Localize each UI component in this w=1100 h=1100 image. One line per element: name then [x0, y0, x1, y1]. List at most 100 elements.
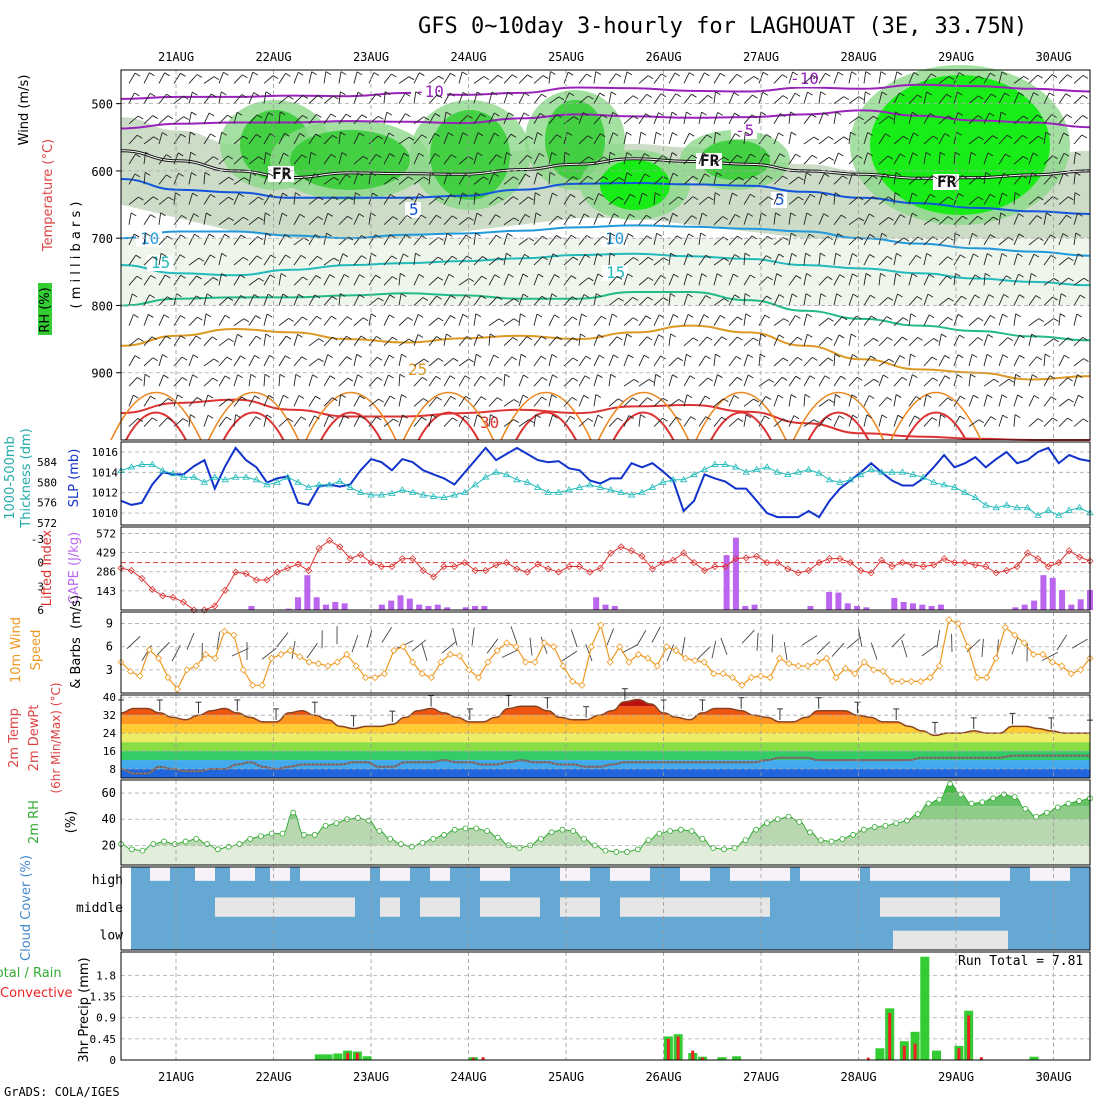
wind-barb-flag [733, 273, 739, 278]
rh-marker [301, 832, 307, 838]
cape-bar [425, 605, 432, 610]
wind-speed-marker [399, 643, 407, 651]
wind-barb [443, 357, 454, 367]
wind-barb-flag [182, 377, 188, 381]
wind-barb-flag [647, 277, 654, 281]
wind-barb-flag [570, 275, 577, 280]
rh-marker [548, 829, 555, 836]
wind-barb [1073, 418, 1084, 427]
wind-barb [383, 112, 388, 124]
wind-barb-flag [498, 257, 504, 261]
lifted-index-marker [638, 552, 646, 560]
rh-marker [365, 817, 372, 824]
wind-barb-flag [795, 153, 801, 158]
wind-barb [803, 419, 815, 427]
wind-barb-flag [177, 394, 183, 399]
wind-speed-marker [870, 666, 878, 674]
wind-barb-flag [422, 297, 429, 301]
wind-barb-flag [881, 232, 887, 237]
wind-barb-flag [851, 394, 858, 399]
wind-barb [623, 194, 631, 205]
wind-barb [908, 354, 912, 367]
warm-surface-contour-outer [110, 391, 202, 441]
wind-barb-flag [721, 336, 728, 341]
wind-barb-flag [498, 318, 505, 323]
rh-marker [473, 825, 480, 832]
wind-barb-flag [672, 132, 678, 136]
wind-barb [233, 234, 242, 246]
wind-barb [698, 72, 705, 84]
wind-barb [968, 176, 979, 185]
wind-barb-flag [389, 395, 396, 400]
wind-barb [788, 253, 793, 266]
wind-barb [308, 234, 316, 246]
wind-barb-flag [1082, 94, 1088, 99]
lifted-index-marker [450, 562, 458, 571]
wind-barb [503, 74, 513, 84]
thickness-marker [179, 473, 188, 480]
wind-barb [953, 72, 960, 84]
wind-barb [608, 152, 611, 165]
wind-barb-flag [895, 111, 901, 116]
wind-barb [908, 374, 913, 387]
wind-barb-flag [928, 274, 935, 278]
wind-barb [368, 274, 376, 286]
wind-barb-flag [782, 357, 789, 362]
wind-barb-flag [340, 394, 346, 398]
wind-barb-flag [513, 217, 520, 222]
wind-barb [878, 273, 881, 286]
wind-barb [548, 293, 553, 306]
wind-barb [803, 75, 814, 84]
wind-barb [578, 418, 589, 427]
wind-barb-flag [840, 214, 847, 219]
wind-barb-flag [609, 232, 616, 237]
lifted-index-marker [680, 549, 688, 557]
cape-bar [863, 607, 870, 610]
wind-barb-flag [238, 193, 245, 197]
wind-barb-flag [689, 132, 695, 137]
rh-marker [1033, 813, 1040, 820]
wind-barb-flag [896, 71, 903, 76]
wind-barb-flag [1066, 74, 1073, 79]
wind-barb-flag [838, 334, 845, 339]
wind-barb-flag [880, 272, 886, 277]
wind-speed-marker [202, 650, 210, 658]
wind-barb [788, 275, 797, 286]
wind-speed-marker [813, 658, 821, 666]
wind-barb [608, 417, 618, 427]
wind-barb [263, 172, 269, 185]
cape-bar [416, 604, 423, 610]
wind-barb [848, 414, 854, 427]
wind-barb-flag [268, 172, 274, 177]
wind-barb-flag [196, 295, 202, 300]
wind-barb [908, 313, 912, 326]
wind-barb-flag [734, 254, 740, 258]
wind-barb-flag [686, 353, 692, 358]
wind-barb [338, 253, 344, 266]
wind-barb-flag [932, 175, 938, 180]
wind-barb-flag [149, 294, 155, 299]
wind-speed-marker [719, 670, 727, 678]
wind-barb [158, 72, 165, 84]
wind-barb-flag [843, 96, 850, 101]
wind-barb [458, 255, 468, 266]
wind-barb-flag [133, 394, 139, 399]
wind-barb [1013, 233, 1020, 246]
contour-label: FR [272, 164, 292, 183]
wind-barb-flag [227, 297, 234, 301]
wind-barb [653, 233, 658, 246]
wind-barb [323, 257, 334, 266]
wind-barb-flag [316, 315, 322, 320]
cape-bar [1040, 575, 1047, 610]
wind-barb-flag [393, 418, 399, 423]
wind-barb-flag [418, 152, 425, 157]
wind-barb [503, 273, 509, 286]
wind-barb-flag [466, 255, 473, 260]
wind-barb-flag [224, 314, 231, 319]
wind-barb-flag [451, 215, 458, 220]
wind-barb-flag [504, 373, 511, 378]
wind-barb-flag [357, 91, 364, 96]
wind-barb-flag [450, 396, 456, 400]
wind-barb-flag [602, 176, 609, 180]
wind-barb [953, 152, 956, 165]
